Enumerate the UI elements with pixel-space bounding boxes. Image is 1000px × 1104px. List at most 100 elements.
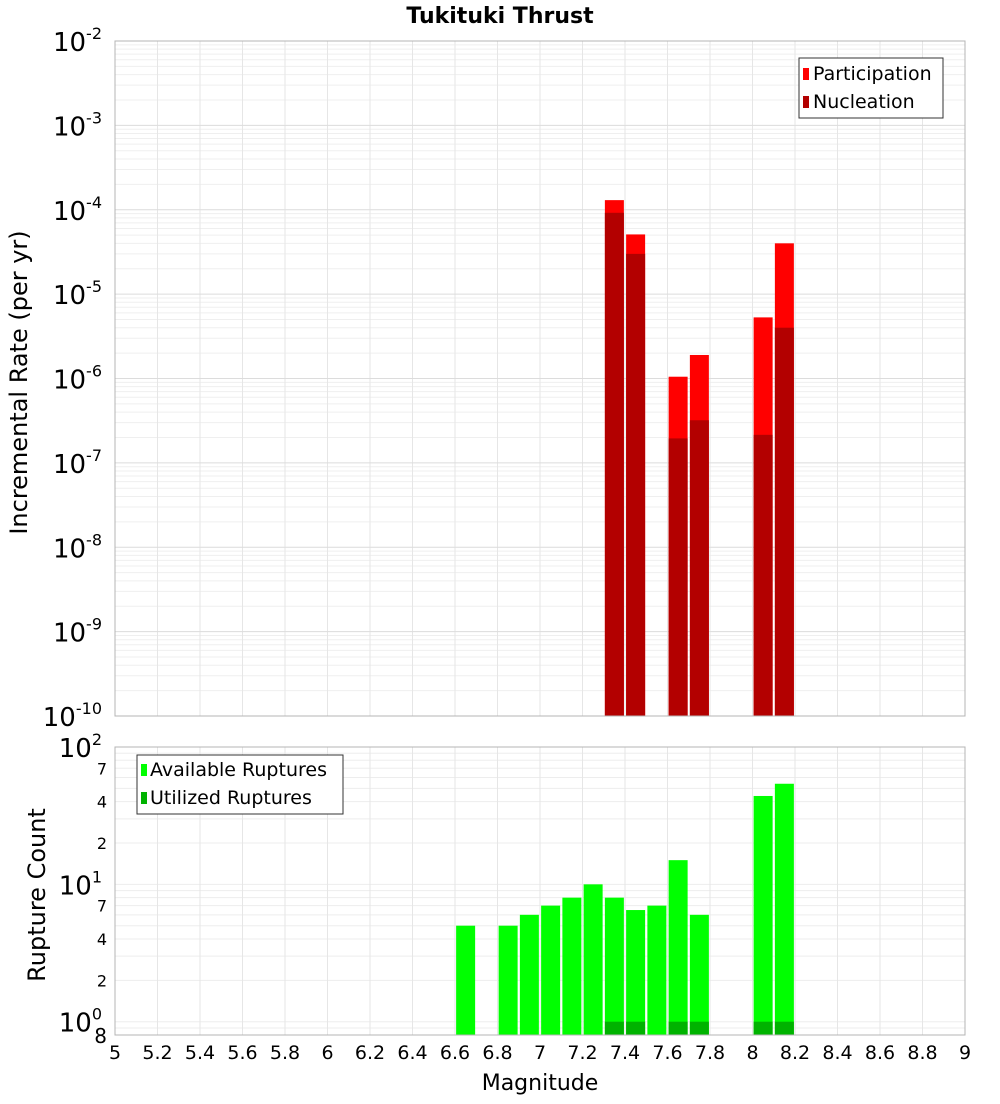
legend-label: Utilized Ruptures [150,787,312,809]
y-tick-label: 10-8 [53,530,102,564]
y-tick-label: 10-9 [53,615,102,649]
y-minor-tick-label: 2 [97,971,107,990]
y-tick-exponent: -9 [86,615,102,634]
plot-frame [114,40,966,717]
y-tick-exponent: 1 [92,867,102,886]
legend-label: Nucleation [813,91,915,113]
x-tick-label: 5 [109,1042,121,1064]
y-tick-base: 10 [59,871,92,901]
bar-nucleation [604,212,624,716]
x-tick-label: 7.2 [567,1042,597,1064]
y-minor-tick-label: 7 [97,897,107,916]
bar-available-ruptures [541,905,561,1035]
y-tick-label: 102 [59,730,102,764]
bar-utilized-ruptures [753,1021,773,1035]
x-tick-label: 7 [534,1042,546,1064]
y-tick-label: 10-4 [53,193,102,227]
bar-nucleation [689,420,709,716]
y-tick-base: 10 [59,1009,92,1039]
bar-available-ruptures [562,897,582,1035]
y-tick-base: 10 [53,112,86,142]
legend-swatch [141,792,147,804]
bar-utilized-ruptures [668,1021,688,1035]
y-minor-tick-label: 2 [97,834,107,853]
bar-nucleation [753,434,773,716]
y-tick-exponent: -2 [86,24,102,43]
legend-swatch [141,764,147,776]
bar-available-ruptures [519,914,539,1035]
y-tick-label: 10-7 [53,446,102,480]
bar-nucleation [668,438,688,716]
y-axis-label: Incremental Rate (per yr) [5,230,33,534]
y-tick-exponent: -10 [76,699,102,718]
x-tick-label: 5.6 [227,1042,257,1064]
bar-available-ruptures [647,905,667,1035]
bar-available-ruptures [774,783,794,1035]
x-tick-label: 7.4 [610,1042,640,1064]
y-tick-exponent: -8 [86,530,102,549]
y-tick-label: 100 [59,1005,102,1039]
y-tick-exponent: -4 [86,193,102,212]
bar-available-ruptures [668,860,688,1035]
bar-available-ruptures [583,884,603,1035]
y-tick-base: 10 [53,197,86,227]
y-tick-base: 10 [43,703,76,733]
x-tick-label: 6.6 [440,1042,470,1064]
legend-box [798,57,944,119]
x-tick-label: 8.2 [780,1042,810,1064]
bar-available-ruptures [689,914,709,1035]
y-minor-tick-label: 8 [94,1024,107,1048]
x-tick-label: 6.2 [355,1042,385,1064]
legend: Available Ruptures Utilized Ruptures [136,754,344,815]
x-tick-label: 5.4 [185,1042,215,1064]
y-tick-base: 10 [59,734,92,764]
y-tick-base: 10 [53,366,86,396]
bar-nucleation [774,327,794,716]
y-tick-base: 10 [53,281,86,311]
y-minor-tick-label: 7 [97,759,107,778]
x-tick-label: 8.8 [907,1042,937,1064]
y-tick-exponent: -3 [86,108,102,127]
bar-available-ruptures [626,910,646,1035]
legend-swatch [803,68,809,80]
chart-title: Tukituki Thrust [406,4,594,29]
y-tick-exponent: 0 [92,1005,102,1024]
legend-label: Available Ruptures [150,759,327,781]
y-tick-exponent: -7 [86,446,102,465]
x-tick-label: 6.4 [397,1042,427,1064]
bar-available-ruptures [753,795,773,1035]
bar-utilized-ruptures [604,1021,624,1035]
legend-box [136,754,344,815]
y-axis-label: Rupture Count [23,808,51,982]
y-tick-label: 10-5 [53,277,102,311]
x-tick-label: 5.8 [270,1042,300,1064]
bar-utilized-ruptures [689,1021,709,1035]
y-tick-base: 10 [53,450,86,480]
bar-available-ruptures [604,897,624,1035]
y-tick-label: 10-6 [53,362,102,396]
x-tick-label: 8 [746,1042,758,1064]
y-tick-label: 10-10 [43,699,102,733]
y-tick-base: 10 [53,619,86,649]
x-tick-label: 9 [959,1042,971,1064]
bar-nucleation [626,253,646,716]
rate-panel: 10-1010-910-810-710-610-510-410-310-2Inc… [5,24,966,733]
legend: Participation Nucleation [798,57,944,119]
x-axis-label: Magnitude [482,1071,599,1096]
x-tick-label: 6 [321,1042,333,1064]
y-tick-label: 10-2 [53,24,102,58]
y-tick-label: 101 [59,867,102,901]
x-tick-label: 6.8 [482,1042,512,1064]
x-tick-label: 8.6 [865,1042,895,1064]
x-tick-label: 8.4 [822,1042,852,1064]
bar-utilized-ruptures [774,1021,794,1035]
y-tick-exponent: -5 [86,277,102,296]
y-tick-base: 10 [53,28,86,58]
x-tick-label: 7.8 [695,1042,725,1064]
y-minor-tick-label: 4 [97,793,107,812]
legend-swatch [803,96,809,108]
bar-utilized-ruptures [626,1021,646,1035]
